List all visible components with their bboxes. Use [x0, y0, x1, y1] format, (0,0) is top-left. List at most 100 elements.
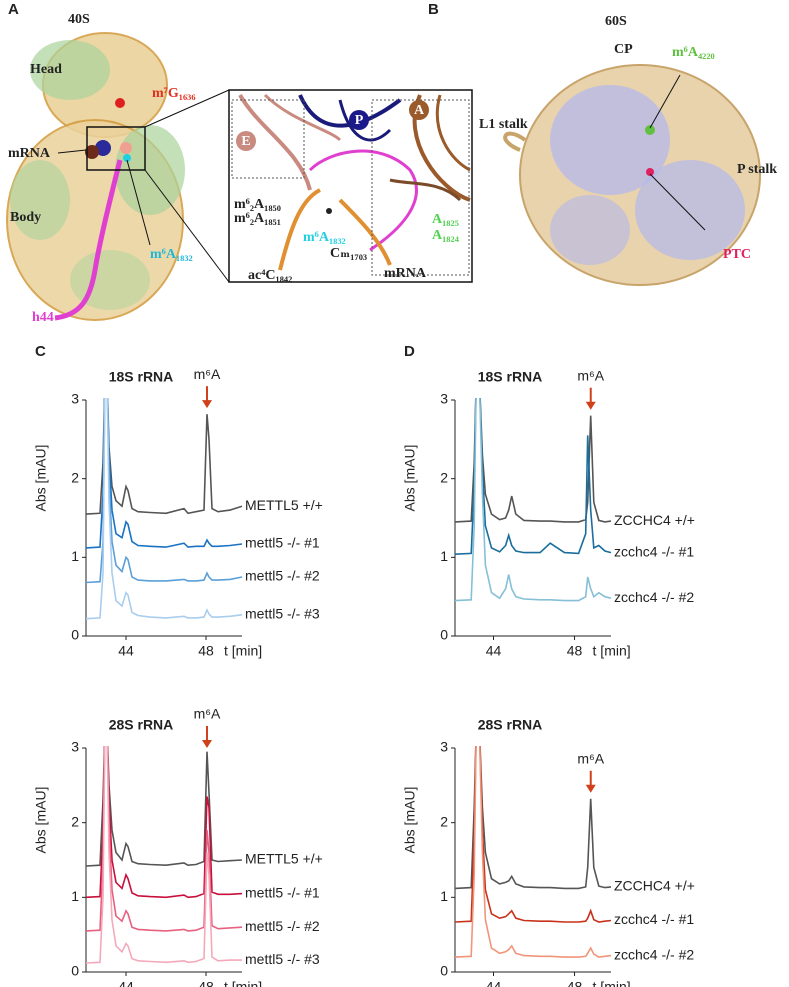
annotation-arrowhead: [585, 784, 596, 793]
inset: [228, 89, 473, 283]
series-label: mettl5 -/- #3: [245, 605, 320, 621]
label: m⁶₂A₁₈₅₀: [234, 197, 281, 212]
x-tick-label: 44: [486, 979, 502, 987]
panel-letter: A: [8, 1, 19, 18]
chart-title: 18S rRNA: [109, 369, 174, 385]
label: m⁷G₁₆₃₆: [152, 86, 196, 101]
label: Head: [30, 62, 62, 77]
trace: [455, 398, 612, 602]
traces: [455, 746, 612, 958]
traces: [86, 746, 243, 964]
y-tick-label: 2: [440, 469, 448, 485]
label: h44: [32, 310, 54, 325]
y-tick-label: 0: [71, 963, 79, 979]
trace: [86, 746, 243, 899]
y-tick-label: 2: [440, 813, 448, 829]
trace: [86, 746, 243, 867]
y-axis-label: Abs [mAU]: [33, 787, 49, 854]
series-label: METTL5 +/+: [245, 497, 323, 513]
y-tick-label: 3: [71, 391, 79, 407]
trace: [86, 398, 243, 549]
trace: [86, 398, 243, 515]
y-tick-label: 0: [440, 963, 448, 979]
x-tick-label: 44: [118, 979, 134, 987]
y-tick-label: 1: [71, 548, 79, 564]
site-label: E: [241, 134, 250, 149]
y-tick-label: 3: [440, 391, 448, 407]
label: PTC: [723, 247, 751, 262]
y-tick-label: 2: [71, 469, 79, 485]
label: m⁶A₄₂₂₀: [672, 45, 715, 60]
series-label: zcchc4 -/- #1: [614, 911, 694, 927]
traces: [86, 398, 243, 620]
x-axis-label: t [min]: [593, 643, 631, 659]
panel-letter: B: [428, 1, 439, 18]
trace: [455, 398, 612, 523]
chart-title: 28S rRNA: [478, 717, 543, 733]
site-label: P: [355, 113, 364, 128]
label: ac⁴C₁₈₄₂: [248, 268, 292, 283]
panel-title: 40S: [68, 12, 90, 27]
label: L1 stalk: [479, 117, 528, 132]
series-label: ZCCHC4 +/+: [614, 878, 695, 894]
label: m⁶A₁₈₃₂: [303, 230, 346, 245]
y-axis-label: Abs [mAU]: [402, 445, 418, 512]
label: m⁶A₁₈₃₂: [150, 247, 193, 262]
label: CP: [614, 42, 633, 57]
y-axis-label: Abs [mAU]: [33, 445, 49, 512]
panel-title: 60S: [605, 14, 627, 29]
ribosome-40s: [6, 32, 230, 321]
x-axis-label: t [min]: [593, 979, 631, 987]
label: m⁶₂A₁₈₅₁: [234, 211, 281, 226]
series-label: mettl5 -/- #1: [245, 884, 320, 900]
trace: [455, 746, 612, 923]
series-label: mettl5 -/- #3: [245, 951, 320, 967]
trace: [455, 398, 612, 555]
series-label: mettl5 -/- #2: [245, 568, 320, 584]
series-label: ZCCHC4 +/+: [614, 512, 695, 528]
label: mRNA: [384, 266, 427, 281]
series-label: mettl5 -/- #1: [245, 535, 320, 551]
annotation: m⁶A: [577, 367, 604, 383]
y-tick-label: 3: [440, 739, 448, 755]
series-label: zcchc4 -/- #2: [614, 946, 694, 962]
series-label: zcchc4 -/- #2: [614, 589, 694, 605]
x-axis-label: t [min]: [224, 643, 262, 659]
x-axis-label: t [min]: [224, 979, 262, 987]
panel-letter: C: [35, 343, 46, 360]
trace: [86, 398, 243, 584]
chart-title: 28S rRNA: [109, 717, 174, 733]
y-tick-label: 2: [71, 813, 79, 829]
y-tick-label: 0: [71, 627, 79, 643]
annotation-arrowhead: [202, 740, 212, 748]
x-tick-label: 48: [567, 643, 583, 659]
y-tick-label: 3: [71, 739, 79, 755]
annotation: m⁶A: [194, 706, 221, 722]
y-axis-label: Abs [mAU]: [402, 787, 418, 854]
annotation: m⁶A: [577, 750, 604, 766]
x-tick-label: 44: [118, 643, 134, 659]
panel-letter: D: [404, 343, 415, 360]
annotation-arrowhead: [585, 401, 596, 410]
trace: [86, 746, 242, 964]
traces: [455, 398, 612, 602]
label: Cₘ₁₇₀₃: [330, 246, 367, 261]
series-label: zcchc4 -/- #1: [614, 543, 694, 559]
annotation-arrowhead: [202, 400, 212, 409]
y-tick-label: 1: [440, 888, 448, 904]
chart-title: 18S rRNA: [478, 369, 543, 385]
site-label: A: [414, 103, 425, 118]
ribosome-60s: [503, 64, 761, 286]
series-label: METTL5 +/+: [245, 851, 323, 867]
x-tick-label: 44: [486, 643, 502, 659]
label: A₁₈₂₄: [432, 228, 460, 243]
series-label: mettl5 -/- #2: [245, 918, 320, 934]
trace: [86, 746, 243, 932]
y-tick-label: 1: [440, 548, 448, 564]
label: A₁₈₂₅: [432, 212, 459, 227]
trace: [86, 398, 243, 620]
y-tick-label: 1: [71, 888, 79, 904]
annotation: m⁶A: [194, 366, 221, 382]
trace: [455, 746, 612, 958]
